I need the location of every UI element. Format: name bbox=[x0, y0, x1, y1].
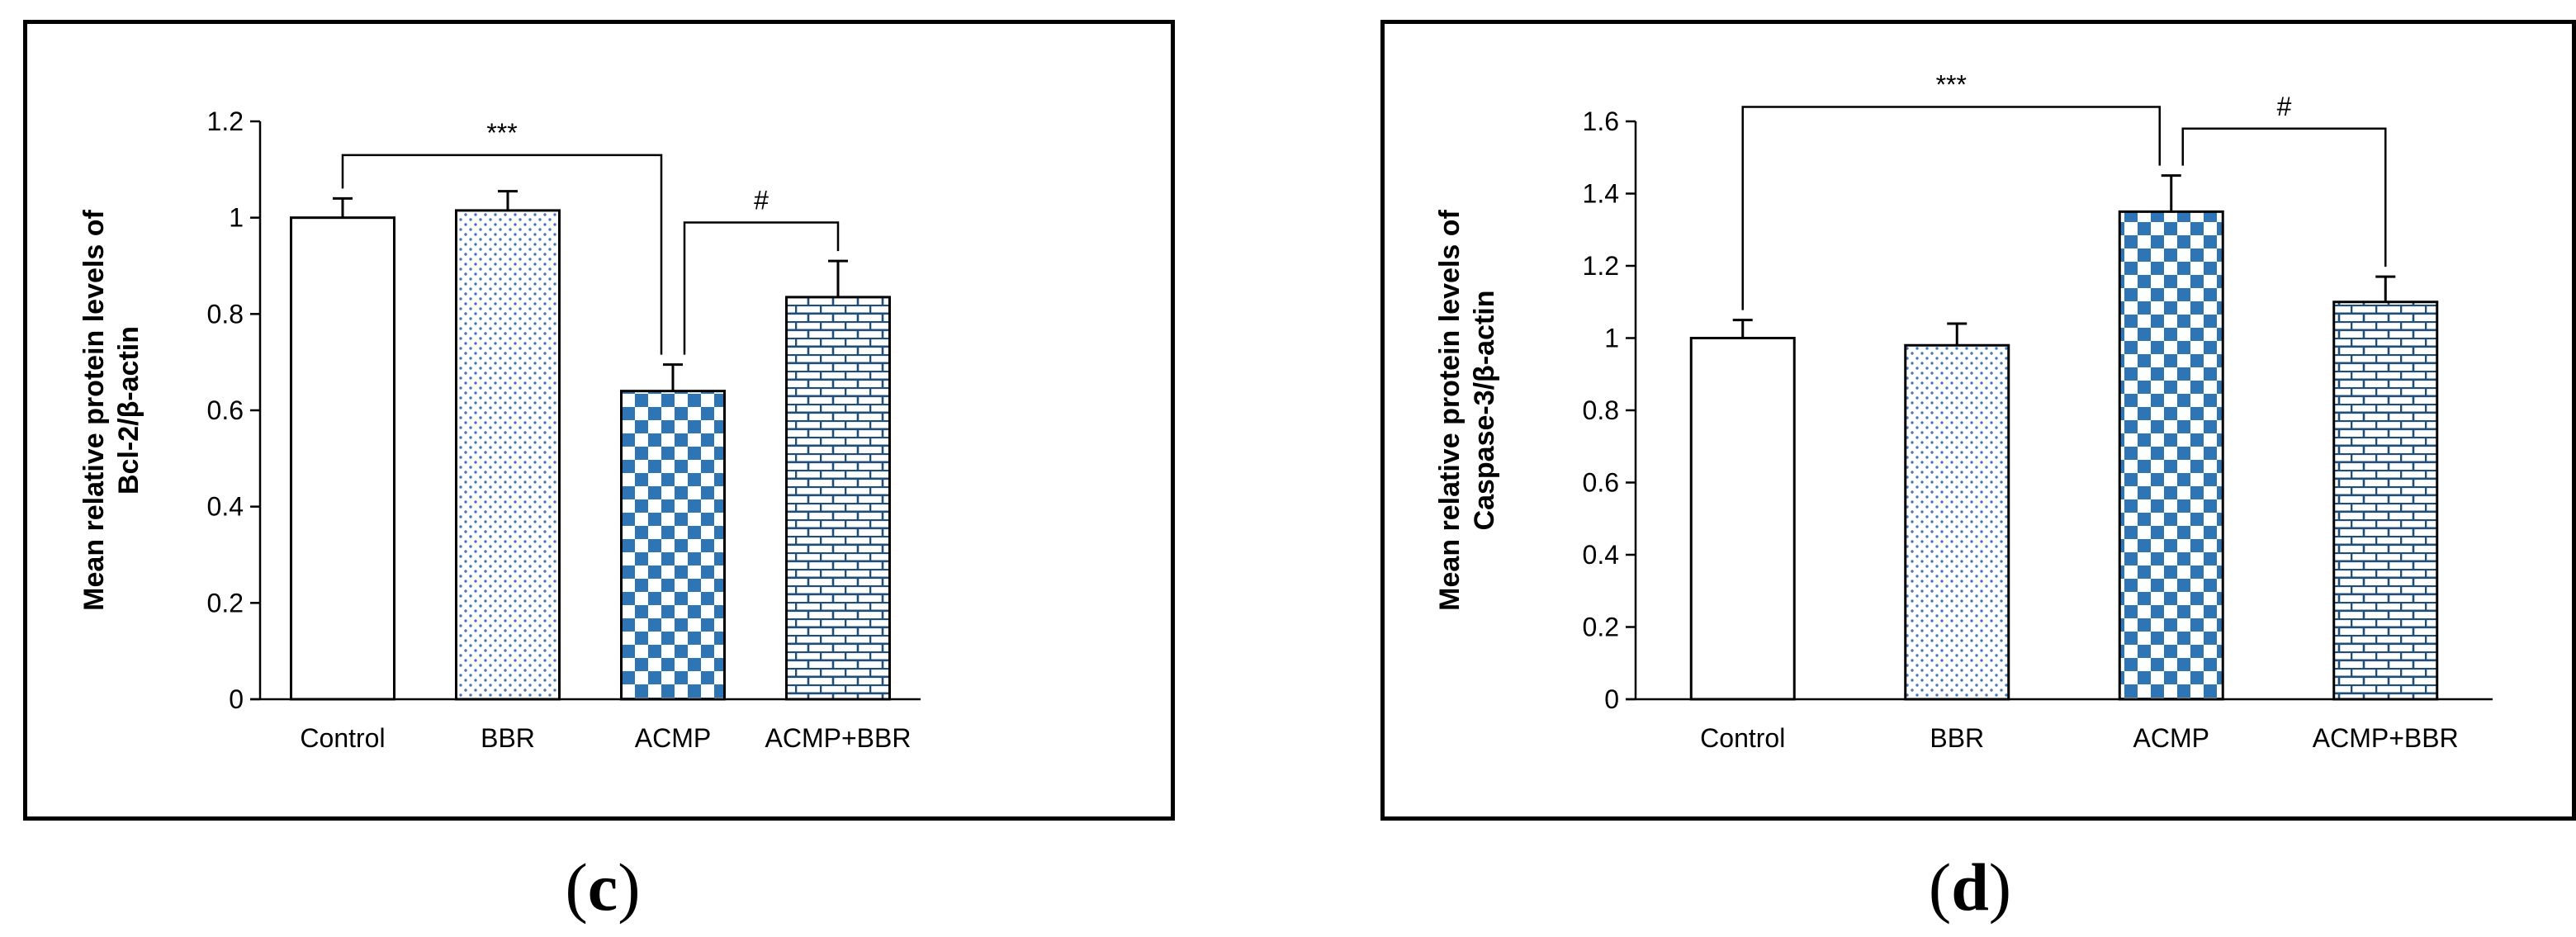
x-tick-label: Control bbox=[300, 723, 385, 753]
x-tick-label: BBR bbox=[481, 723, 535, 753]
x-tick-label: ACMP+BBR bbox=[765, 723, 912, 753]
bar-bbr bbox=[455, 209, 561, 701]
x-tick-label: BBR bbox=[1930, 723, 1984, 753]
chart-panel-c: Mean relative protein levels of Bcl-2/β-a… bbox=[23, 20, 1175, 821]
y-tick-label: 0.8 bbox=[1583, 395, 1619, 425]
y-axis-label-line: Mean relative protein levels of bbox=[1434, 210, 1466, 611]
y-tick-label: 1 bbox=[1604, 324, 1619, 353]
y-tick-label: 0 bbox=[1604, 684, 1619, 714]
x-tick-label: ACMP bbox=[2133, 723, 2209, 753]
y-axis-label-line: Bcl-2/β-actin bbox=[113, 326, 144, 495]
bar-control bbox=[290, 216, 395, 701]
y-axis-label: Mean relative protein levels of Caspase-3… bbox=[1434, 210, 1500, 611]
bar-chart-caspase3: Mean relative protein levels of Caspase-3… bbox=[1434, 70, 2493, 753]
y-tick-label: 0.2 bbox=[207, 588, 244, 618]
panel-letter-d: d bbox=[1951, 849, 1989, 925]
y-tick-label: 0.2 bbox=[1583, 613, 1619, 642]
significance-label: # bbox=[754, 186, 769, 215]
y-tick-label: 1.6 bbox=[1583, 106, 1619, 136]
y-tick-label: 0 bbox=[229, 684, 244, 714]
significance-bracket bbox=[2181, 127, 2387, 267]
bar-acmp-plus-bbr bbox=[2332, 301, 2439, 701]
y-tick-label: 1.2 bbox=[1583, 251, 1619, 281]
y-tick-label: 0.4 bbox=[207, 492, 244, 522]
bar-acmp bbox=[2118, 210, 2224, 701]
y-axis-label-line: Caspase-3/β-actin bbox=[1469, 291, 1500, 531]
significance-label: *** bbox=[1936, 70, 1967, 100]
significance-bracket bbox=[1741, 106, 2161, 310]
y-tick-label: 1 bbox=[229, 203, 244, 233]
y-axis-label-line: Mean relative protein levels of bbox=[78, 210, 110, 611]
significance-label: # bbox=[2277, 92, 2292, 121]
bar-chart-bcl2: Mean relative protein levels of Bcl-2/β-a… bbox=[78, 106, 921, 753]
y-tick-label: 0.6 bbox=[207, 395, 244, 425]
x-tick-label: Control bbox=[1700, 723, 1785, 753]
y-tick-label: 0.8 bbox=[207, 299, 244, 329]
significance-label: *** bbox=[486, 118, 517, 148]
panel-label-c: (c) bbox=[565, 849, 641, 925]
y-tick-label: 0.4 bbox=[1583, 540, 1619, 570]
x-tick-label: ACMP bbox=[635, 723, 711, 753]
y-tick-label: 0.6 bbox=[1583, 468, 1619, 498]
panel-label-d: (d) bbox=[1928, 849, 2012, 925]
bar-acmp bbox=[620, 390, 726, 701]
chart-panel-d: Mean relative protein levels of Caspase-3… bbox=[1380, 20, 2576, 821]
y-tick-label: 1.2 bbox=[207, 106, 244, 136]
y-tick-label: 1.4 bbox=[1583, 179, 1619, 209]
panel-letter-c: c bbox=[587, 849, 618, 925]
significance-bracket bbox=[341, 154, 663, 355]
x-tick-label: ACMP+BBR bbox=[2313, 723, 2459, 753]
bar-control bbox=[1689, 337, 1796, 701]
bar-bbr bbox=[1904, 343, 2010, 701]
bar-acmp-plus-bbr bbox=[785, 296, 891, 701]
significance-bracket bbox=[683, 221, 840, 355]
y-axis-label: Mean relative protein levels of Bcl-2/β-a… bbox=[78, 210, 144, 611]
